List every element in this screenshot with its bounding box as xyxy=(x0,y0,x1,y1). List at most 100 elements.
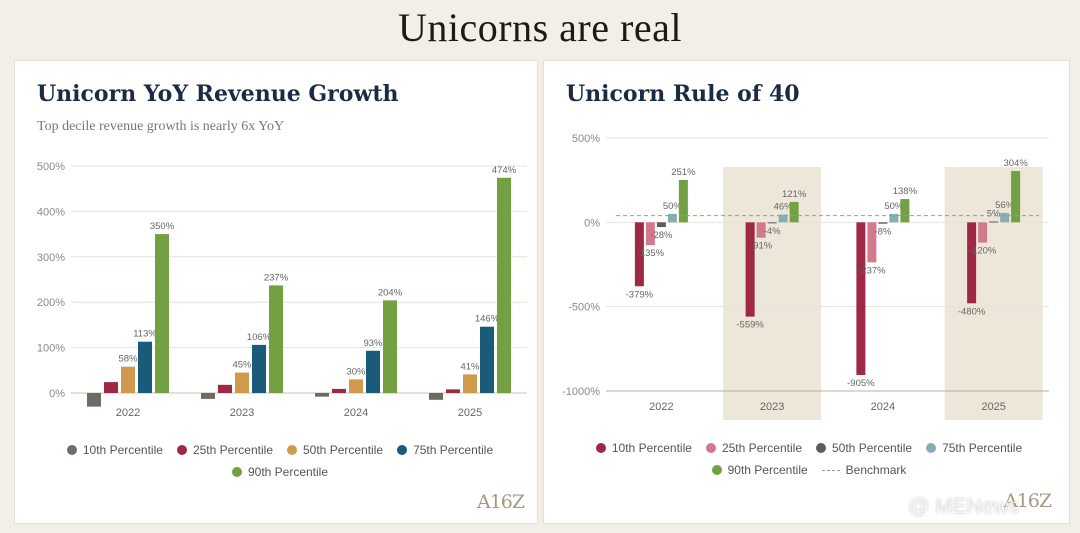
a16z-logo-right: A16Z xyxy=(1004,490,1052,512)
legend-item-10th-percentile: 10th Percentile xyxy=(66,443,163,457)
bar-75th-percentile-2022 xyxy=(667,213,677,223)
data-label: 46% xyxy=(774,202,794,213)
data-label: 204% xyxy=(378,287,403,298)
bar-25th-percentile-2022 xyxy=(104,382,118,393)
data-label: 50% xyxy=(663,201,683,212)
bar-90th-percentile-2022 xyxy=(155,234,169,393)
data-label: -905% xyxy=(847,378,875,389)
bar-75th-percentile-2024 xyxy=(366,350,380,393)
bar-75th-percentile-2024 xyxy=(889,213,899,223)
bar-25th-percentile-2024 xyxy=(867,222,877,263)
bar-25th-percentile-2025 xyxy=(446,389,460,393)
x-tick-label: 2023 xyxy=(230,407,254,419)
a16z-logo: A16Z xyxy=(477,491,525,513)
data-label: -120% xyxy=(969,246,997,257)
revenue-growth-subtitle: Top decile revenue growth is nearly 6x Y… xyxy=(37,119,285,134)
bar-50th-percentile-2022 xyxy=(121,366,135,393)
bar-25th-percentile-2025 xyxy=(978,222,988,243)
legend-item-90th-percentile: 90th Percentile xyxy=(711,463,808,477)
revenue-growth-legend: 10th Percentile 25th Percentile 50th Perce… xyxy=(55,443,505,479)
legend-swatch xyxy=(66,445,77,455)
bar-90th-percentile-2023 xyxy=(269,285,283,393)
bar-75th-percentile-2025 xyxy=(480,326,494,393)
data-label: -559% xyxy=(736,320,764,331)
data-label: -28% xyxy=(650,230,673,241)
data-label: 304% xyxy=(1003,158,1028,169)
data-label: 146% xyxy=(475,314,500,325)
y-tick-label: 500% xyxy=(572,133,600,145)
y-tick-label: -1000% xyxy=(562,386,600,398)
legend-label: 10th Percentile xyxy=(611,441,692,455)
y-tick-label: 0% xyxy=(584,217,600,229)
data-label: 50% xyxy=(884,201,904,212)
legend-label: 50th Percentile xyxy=(303,443,384,457)
bar-10th-percentile-2025 xyxy=(967,222,977,304)
bar-50th-percentile-2024 xyxy=(349,379,363,393)
y-tick-label: 500% xyxy=(37,161,65,173)
bar-75th-percentile-2022 xyxy=(138,341,152,393)
legend-label: 25th Percentile xyxy=(721,441,802,455)
data-label: -480% xyxy=(958,306,986,317)
bar-50th-percentile-2022 xyxy=(656,222,666,228)
bar-75th-percentile-2023 xyxy=(778,214,788,223)
data-label: 106% xyxy=(247,332,272,343)
data-label: 93% xyxy=(363,338,383,349)
rule-of-40-title: Unicorn Rule of 40 xyxy=(566,81,800,107)
data-label: -135% xyxy=(637,248,665,259)
data-label: -91% xyxy=(750,241,773,252)
bar-90th-percentile-2024 xyxy=(383,300,397,393)
y-tick-label: 400% xyxy=(37,206,65,218)
bar-75th-percentile-2025 xyxy=(1000,212,1010,223)
x-tick-label: 2025 xyxy=(458,407,482,419)
data-label: 474% xyxy=(492,165,517,176)
legend-item-90th-percentile: 90th Percentile xyxy=(231,465,329,479)
bar-25th-percentile-2023 xyxy=(756,222,766,238)
y-tick-label: -500% xyxy=(568,302,600,314)
legend-item-50th-percentile: 50th Percentile xyxy=(287,443,383,457)
data-label: -4% xyxy=(764,226,781,237)
y-tick-label: 100% xyxy=(37,343,65,355)
x-tick-label: 2024 xyxy=(344,407,368,419)
bar-50th-percentile-2025 xyxy=(463,374,477,393)
legend-swatch xyxy=(711,465,722,475)
watermark: @ MENews xyxy=(908,495,1020,518)
bar-90th-percentile-2025 xyxy=(497,177,511,393)
legend-item-25th-percentile: 25th Percentile xyxy=(705,441,802,455)
bar-25th-percentile-2022 xyxy=(645,222,655,246)
legend-label: 90th Percentile xyxy=(247,465,329,479)
data-label: 113% xyxy=(133,329,157,340)
data-label: 350% xyxy=(150,221,175,232)
legend-swatch xyxy=(816,443,826,453)
legend-label: Benchmark xyxy=(845,463,907,477)
revenue-growth-card: Unicorn YoY Revenue Growth Top decile re… xyxy=(14,60,538,524)
data-label: 5% xyxy=(987,208,1001,219)
legend-item-50th-percentile: 50th Percentile xyxy=(816,441,912,455)
legend-swatch xyxy=(926,443,937,453)
bar-10th-percentile-2022 xyxy=(87,393,101,407)
legend-label: 25th Percentile xyxy=(192,443,273,457)
legend-swatch xyxy=(595,443,606,453)
data-label: 138% xyxy=(893,186,918,197)
data-label: 41% xyxy=(460,361,480,372)
legend-item-75th-percentile: 75th Percentile xyxy=(926,441,1022,455)
bar-10th-percentile-2023 xyxy=(745,222,755,317)
data-label: 30% xyxy=(346,366,366,377)
bar-75th-percentile-2023 xyxy=(252,344,266,393)
data-label: -237% xyxy=(858,265,886,276)
legend-label: 90th Percentile xyxy=(727,463,808,477)
legend-label: 75th Percentile xyxy=(942,441,1023,455)
legend-label: 50th Percentile xyxy=(832,441,913,455)
bar-10th-percentile-2024 xyxy=(856,222,866,375)
data-label: 58% xyxy=(118,354,138,365)
bar-10th-percentile-2024 xyxy=(315,393,329,397)
rule-of-40-legend: 10th Percentile 25th Percentile 50th Perce… xyxy=(584,441,1034,477)
legend-swatch xyxy=(231,467,242,477)
legend-swatch xyxy=(705,443,716,453)
data-label: -379% xyxy=(626,289,654,300)
bar-50th-percentile-2024 xyxy=(878,222,888,224)
x-tick-label: 2023 xyxy=(760,401,784,413)
bar-50th-percentile-2025 xyxy=(989,221,999,223)
y-tick-label: 0% xyxy=(49,388,65,400)
bar-90th-percentile-2023 xyxy=(789,201,799,223)
bar-10th-percentile-2022 xyxy=(634,222,644,287)
